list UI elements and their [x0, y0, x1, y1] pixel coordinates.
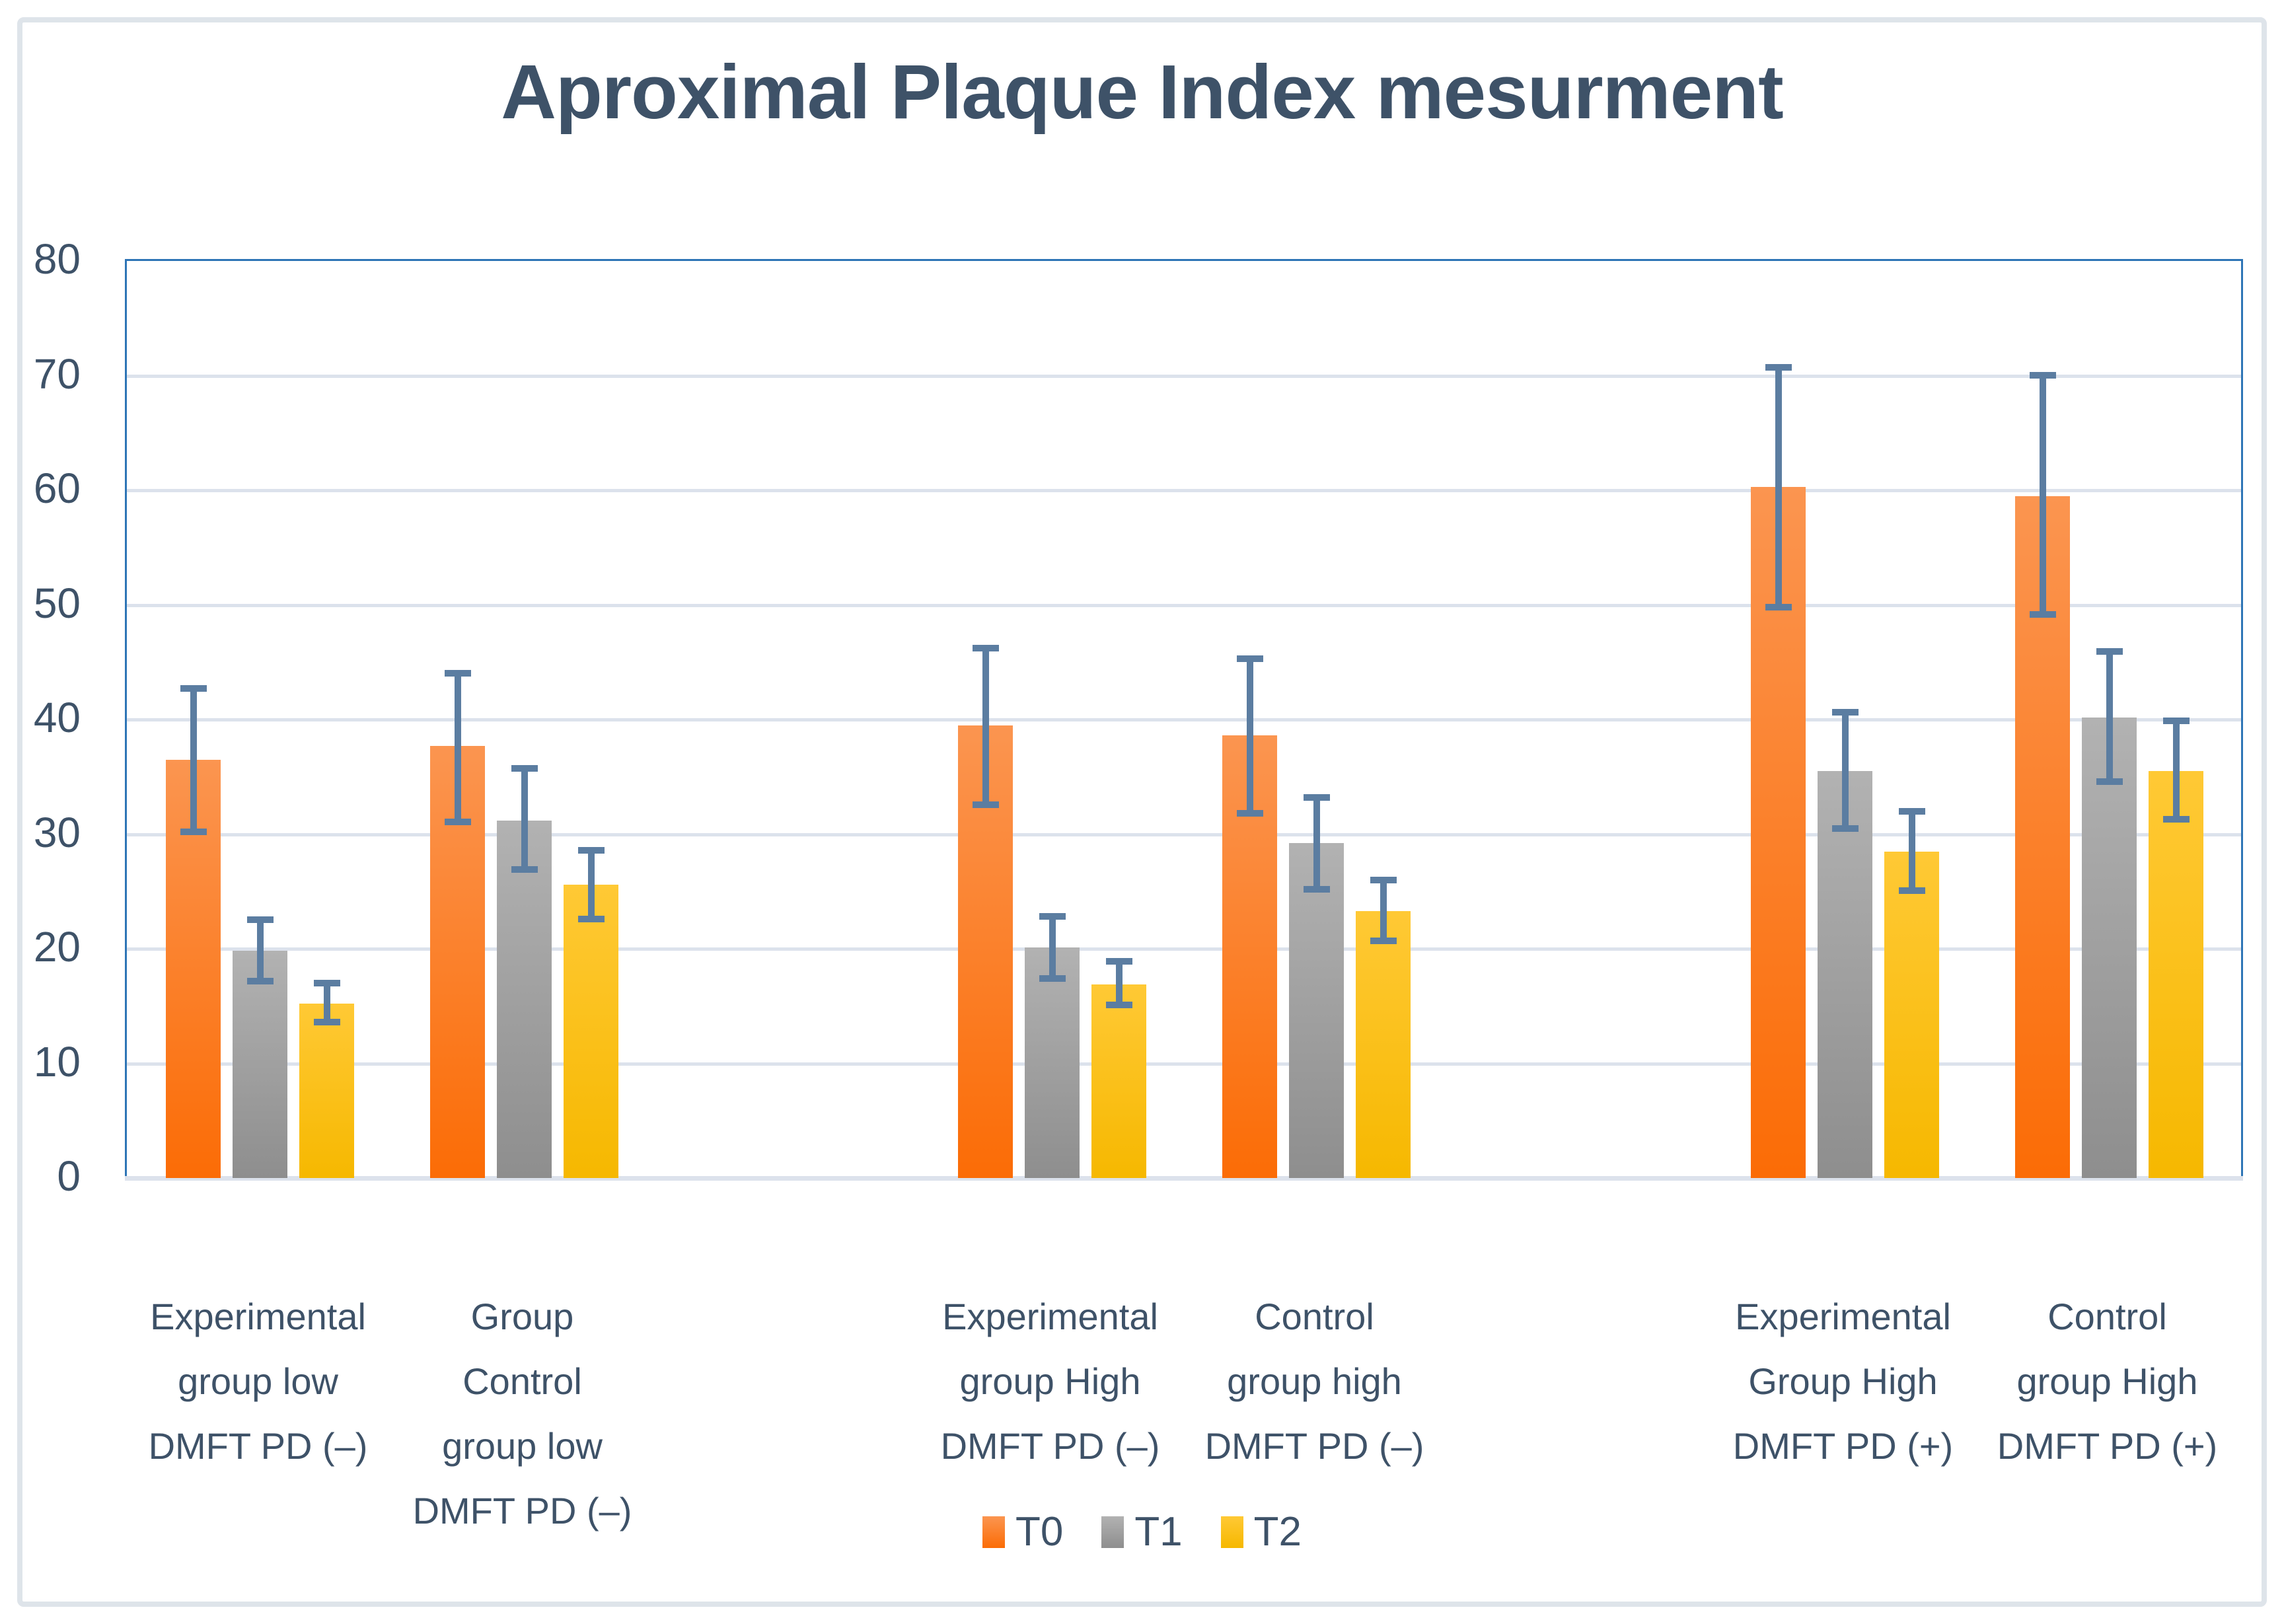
bar-t2-group5: [1884, 851, 1939, 1178]
bar-t2-group3: [1091, 984, 1146, 1178]
error-bar-t2-group4: [1370, 876, 1397, 945]
legend-swatch-t0: [982, 1516, 1005, 1548]
error-bar-t0-group3: [972, 645, 999, 808]
y-tick-label-30: 30: [33, 808, 81, 856]
legend-label-t2: T2: [1253, 1509, 1302, 1555]
bar-t1-group6: [2082, 717, 2137, 1178]
error-bar-t0-group5: [1765, 364, 1792, 611]
error-bar-t2-group5: [1898, 807, 1925, 894]
category-label-group6: Control group High DMFT PD (+): [1997, 1296, 2218, 1467]
gridline-60: [127, 489, 2241, 492]
bar-t2-group2: [564, 884, 618, 1178]
gridline-20: [127, 947, 2241, 951]
bar-t1-group2: [497, 820, 552, 1178]
legend-label-t1: T1: [1134, 1509, 1183, 1555]
bar-t1-group4: [1289, 843, 1344, 1178]
error-bar-t2-group1: [313, 979, 340, 1026]
legend-item-t0: T0: [982, 1512, 1063, 1553]
y-tick-label-70: 70: [33, 350, 81, 398]
error-bar-t2-group3: [1105, 957, 1132, 1009]
plot-area: [125, 259, 2243, 1181]
x-axis-line: [125, 1176, 2243, 1181]
bar-t2-group4: [1356, 910, 1411, 1178]
gridline-70: [127, 374, 2241, 378]
error-bar-t1-group5: [1831, 709, 1859, 832]
legend-item-t2: T2: [1220, 1509, 1302, 1555]
error-bar-t0-group6: [2029, 372, 2056, 618]
gridline-30: [127, 832, 2241, 836]
chart-border: [17, 17, 2267, 1607]
y-tick-label-10: 10: [33, 1037, 81, 1086]
bar-t2-group1: [299, 1004, 354, 1178]
category-label-group1: Experimental group low DMFT PD (–): [148, 1296, 368, 1467]
bar-t1-group5: [1818, 771, 1872, 1178]
error-bar-t0-group1: [180, 684, 207, 836]
category-label-group2: Group Control group low DMFT PD (–): [412, 1296, 632, 1532]
chart-title: Aproximal Plaque Index mesurment: [501, 49, 1784, 135]
legend-swatch-t1: [1101, 1516, 1124, 1548]
error-bar-t2-group2: [577, 846, 605, 923]
legend-item-t1: T1: [1101, 1509, 1183, 1555]
error-bar-t1-group2: [511, 765, 538, 873]
error-bar-t0-group4: [1236, 655, 1263, 817]
y-tick-label-60: 60: [33, 464, 81, 512]
error-bar-t2-group6: [2162, 717, 2190, 823]
category-label-group5: Experimental Group High DMFT PD (+): [1732, 1296, 1954, 1467]
y-tick-label-0: 0: [57, 1152, 81, 1200]
error-bar-t1-group6: [2096, 648, 2123, 785]
error-bar-t1-group4: [1303, 794, 1330, 893]
y-tick-label-80: 80: [33, 235, 81, 283]
gridline-10: [127, 1062, 2241, 1066]
error-bar-t0-group2: [444, 670, 471, 825]
category-label-group3: Experimental group High DMFT PD (–): [940, 1296, 1160, 1467]
bar-t1-group3: [1025, 947, 1080, 1178]
legend-swatch-t2: [1220, 1516, 1243, 1548]
gridline-50: [127, 603, 2241, 607]
bar-t1-group1: [233, 951, 287, 1178]
legend-label-t0: T0: [1015, 1509, 1064, 1555]
gridline-40: [127, 718, 2241, 721]
y-tick-label-20: 20: [33, 923, 81, 971]
y-tick-label-40: 40: [33, 694, 81, 741]
legend: T0 T1 T2: [0, 1512, 2284, 1553]
error-bar-t1-group1: [246, 916, 274, 984]
bar-t2-group6: [2149, 771, 2203, 1178]
error-bar-t1-group3: [1039, 913, 1066, 982]
category-label-group4: Control group high DMFT PD (–): [1204, 1296, 1424, 1467]
y-tick-label-50: 50: [33, 579, 81, 627]
